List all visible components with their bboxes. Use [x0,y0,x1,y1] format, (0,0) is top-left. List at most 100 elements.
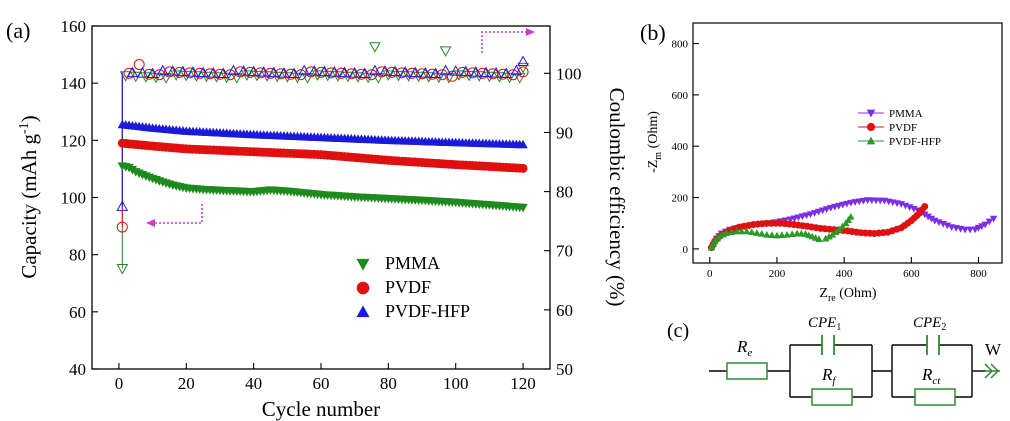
panel-a-x-tick-label: 20 [178,374,195,393]
label-cpe1-base: CPE [808,315,836,331]
efficiency-point-pvdf-hfp [358,67,371,79]
legend-marker-pmma [356,258,370,271]
nyquist-point-pmma [859,197,868,205]
efficiency-point-pvdf-hfp [237,65,250,76]
panel-a-left-arrow-head [146,219,155,227]
nyquist-point-pvdf-hfp [783,230,791,238]
nyquist-point-pvdf-hfp [722,229,731,236]
panel-a-left-y-axis-title-sup: -1 [17,122,32,134]
efficiency-point-pvdf-hfp [268,66,280,78]
efficiency-point-pvdf-hfp [480,66,492,78]
efficiency-point-pvdf-hfp [369,64,381,76]
panel-a-x-tick-label: 40 [245,374,262,393]
nyquist-point-pvdf [921,203,929,211]
nyquist-point-pvdf-hfp [842,219,850,227]
capacity-series-pvdf-hfp [117,119,528,149]
label-cpe1-sub: 1 [836,322,841,333]
efficiency-point-pvdf-hfp [227,64,240,76]
legend-marker-pmma [866,109,876,118]
efficiency-point-pvdf-hfp [348,67,361,78]
nyquist-point-pmma [843,200,851,208]
panel-b-chart: (b) 0 200 400 600 800 0 200 400 600 800 Zre (Ohm… [640,20,1003,304]
resistor-re [726,362,768,380]
efficiency-point-pvdf-hfp [136,67,149,78]
nyquist-point-pvdf-hfp [847,212,855,220]
nyquist-point-pvdf-hfp [815,235,823,242]
label-w: W [985,340,1002,359]
nyquist-point-pmma [961,226,969,234]
panel-b-y-title-main: -Z [646,160,661,173]
panel-a-left-y-tick-label: 140 [61,74,87,93]
nyquist-point-pmma [802,212,811,220]
nyquist-point-pvdf-hfp [788,230,796,237]
panel-b-y-axis-title: -Zm (Ohm) [646,111,664,173]
nyquist-point-pvdf-hfp [732,227,741,235]
efficiency-point-pvdf-hfp [429,67,442,79]
panel-b-y-tick-label: 200 [672,193,689,205]
nyquist-point-pmma [806,211,815,219]
panel-a-x-tick-label: 120 [510,374,536,393]
efficiency-point-pvdf-hfp [308,65,321,76]
nyquist-point-pmma [835,202,843,210]
circuit-wires [709,344,985,398]
resistor-rct [914,388,956,406]
nyquist-point-pvdf-hfp [778,231,786,239]
panel-b-x-title-main: Z [819,286,828,301]
nyquist-point-pmma [822,206,831,213]
label-rf: Rf [821,365,837,387]
panel-b-x-tick-label: 0 [707,268,713,280]
panel-a-x-ticks: 0 20 40 60 80 100 120 [115,363,536,393]
efficiency-point-pvdf-hfp [207,67,220,78]
nyquist-point-pvdf-hfp [707,243,716,251]
label-re-sub: e [747,347,752,359]
panel-b-plot-frame [692,22,1003,264]
label-rct-base: R [921,365,933,384]
panel-a-x-tick-label: 0 [115,374,124,393]
panel-a-right-y-tick-label: 60 [556,301,573,320]
nyquist-point-pmma [798,213,807,221]
legend-label-pvdf: PVDF [385,277,431,297]
label-cpe2-base: CPE [913,315,941,331]
panel-b-legend: PMMA PVDF PVDF-HFP [858,108,941,148]
panel-b-x-axis-title: Zre (Ohm) [819,286,877,304]
panel-a-right-y-tick-label: 100 [556,64,582,83]
panel-b-x-title-unit: (Ohm) [836,286,877,301]
nyquist-point-pvdf-hfp [758,230,766,237]
capacitor-cpe2 [926,335,940,355]
efficiency-point-pvdf-hfp [116,200,129,211]
nyquist-point-pvdf-hfp [835,225,843,233]
warburg-element [984,363,1000,379]
panel-a-left-y-tick-label: 100 [61,189,87,208]
efficiency-point-pvdf-hfp [328,66,341,77]
efficiency-point-pvdf-hfp [500,67,513,79]
panel-a-left-y-tick-label: 40 [69,360,86,379]
panel-a-left-y-tick-label: 120 [61,131,87,150]
nyquist-point-pvdf-hfp [773,231,781,239]
efficiency-point-pmma [369,42,381,53]
nyquist-point-pmma [981,221,989,229]
efficiency-point-pvdf-hfp [278,67,290,78]
nyquist-point-pmma [794,214,803,222]
efficiency-point-pvdf-hfp [389,65,401,77]
panel-b-y-tick-label: 400 [672,141,689,153]
nyquist-point-pvdf-hfp [768,231,776,239]
nyquist-point-pmma [851,199,859,206]
efficiency-point-pvdf-hfp [318,65,331,77]
nyquist-point-pvdf-hfp [709,240,717,248]
panel-a-left-axis-arrow [152,204,203,224]
nyquist-point-pmma [786,216,795,224]
panel-a-label: (a) [6,18,30,43]
panel-a-left-y-ticks: 40 60 80 100 120 140 160 [61,17,98,379]
efficiency-point-pmma [116,263,129,275]
nyquist-point-pmma [814,208,823,216]
panel-a-right-y-axis-title: Coulombic efficiency (%) [605,88,629,307]
panel-b-y-title-sub: m [653,152,664,160]
legend-marker-pvdf [356,281,370,295]
efficiency-point-pvdf-hfp [247,65,260,77]
panel-b-label: (b) [640,20,666,45]
nyquist-series-pvdf-hfp [707,212,855,251]
legend-marker-pvdf-hfp [866,136,876,145]
label-re: Re [736,337,752,359]
panel-a-x-tick-label: 80 [380,374,397,393]
nyquist-point-pmma [847,199,855,207]
